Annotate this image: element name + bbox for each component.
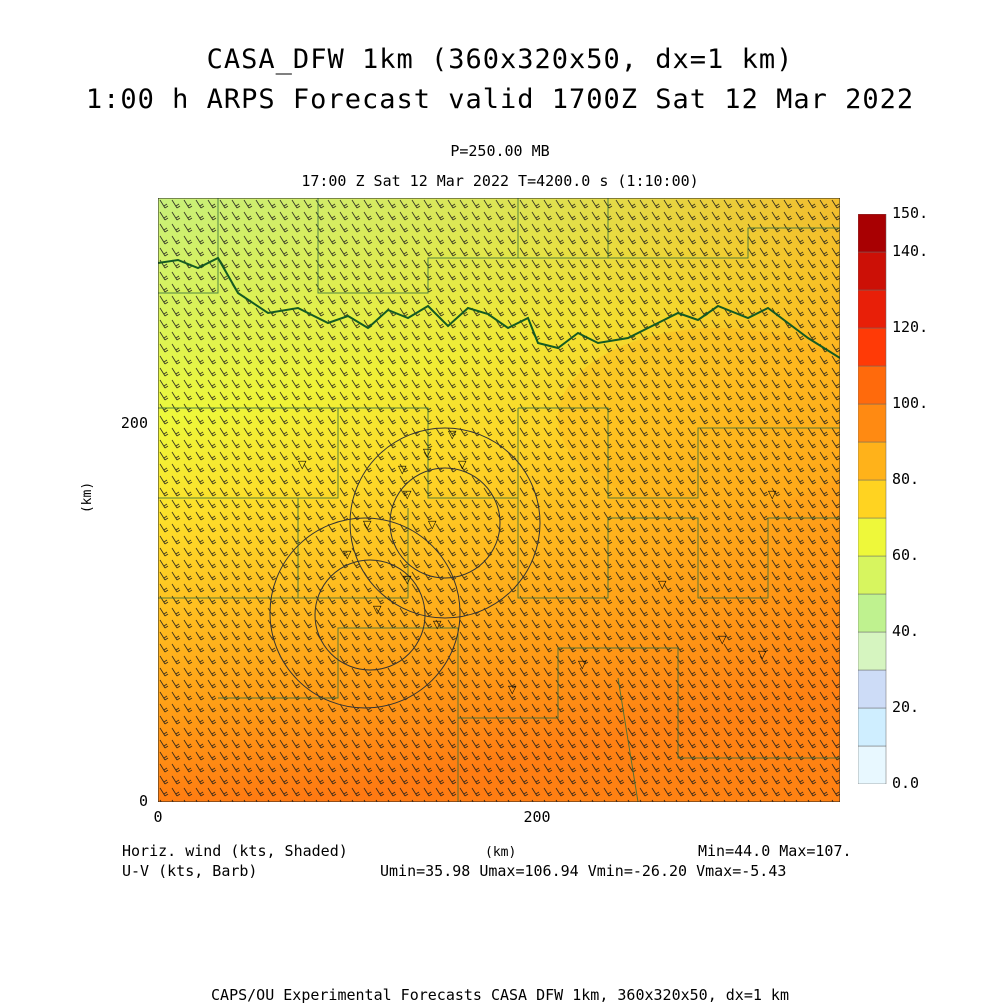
footer-min-max: Min=44.0 Max=107. xyxy=(698,842,852,860)
colorbar-box xyxy=(858,745,887,784)
state-boundary-red-river xyxy=(158,256,840,359)
svg-text:▽: ▽ xyxy=(658,578,667,591)
x-axis-label: (km) xyxy=(485,845,517,860)
svg-text:▽: ▽ xyxy=(298,458,307,471)
y-tick-0: 0 xyxy=(138,792,148,810)
y-axis-label: (km) xyxy=(80,481,96,514)
svg-text:▽: ▽ xyxy=(578,658,587,671)
colorbar-box xyxy=(858,403,887,443)
svg-text:▽: ▽ xyxy=(403,573,412,586)
wind-speed-map: ▽ ▽ ▽ ▽ ▽ ▽ ▽ ▽ ▽ ▽ ▽ ▽ ▽ ▽ ▽ ▽ ▽ ▽ xyxy=(158,198,840,802)
colorbar-box xyxy=(858,251,887,291)
footer-uv-range: Umin=35.98 Umax=106.94 Vmin=-26.20 Vmax=… xyxy=(380,862,787,880)
colorbar-box xyxy=(858,289,887,329)
footer-left-line2: U-V (kts, Barb) xyxy=(122,862,258,880)
svg-text:▽: ▽ xyxy=(768,488,777,501)
svg-text:▽: ▽ xyxy=(428,518,437,531)
svg-text:▽: ▽ xyxy=(343,548,352,561)
colorbar xyxy=(858,214,887,784)
colorbar-label: 140. xyxy=(892,242,929,260)
colorbar-box xyxy=(858,669,887,709)
svg-text:▽: ▽ xyxy=(423,446,432,459)
svg-text:▽: ▽ xyxy=(718,633,727,646)
radar-range-rings xyxy=(269,427,541,709)
wind-barbs xyxy=(158,198,840,802)
colorbar-box xyxy=(858,631,887,671)
svg-text:▽: ▽ xyxy=(433,618,442,631)
colorbar-box xyxy=(858,555,887,595)
county-boundaries xyxy=(158,198,840,802)
svg-text:▽: ▽ xyxy=(508,683,517,696)
x-tick-200: 200 xyxy=(523,808,551,826)
level-label: P=250.00 MB xyxy=(450,142,550,160)
colorbar-label: 20. xyxy=(892,698,920,716)
radar-site-markers: ▽ ▽ ▽ ▽ ▽ ▽ ▽ ▽ ▽ ▽ ▽ ▽ ▽ ▽ ▽ ▽ ▽ ▽ xyxy=(298,428,777,696)
colorbar-label: 80. xyxy=(892,470,920,488)
colorbar-label: 40. xyxy=(892,622,920,640)
colorbar-label: 150. xyxy=(892,204,929,222)
footer-credit: CAPS/OU Experimental Forecasts CASA DFW … xyxy=(211,986,789,1004)
svg-text:▽: ▽ xyxy=(448,428,457,441)
x-tick-0: 0 xyxy=(153,808,163,826)
title-line1: CASA_DFW 1km (360x320x50, dx=1 km) xyxy=(206,44,794,75)
colorbar-box xyxy=(858,593,887,633)
colorbar-box xyxy=(858,479,887,519)
svg-text:▽: ▽ xyxy=(398,463,407,476)
svg-text:▽: ▽ xyxy=(458,458,467,471)
y-tick-200: 200 xyxy=(120,414,148,432)
colorbar-box xyxy=(858,365,887,405)
colorbar-box xyxy=(858,441,887,481)
colorbar-box xyxy=(858,214,887,253)
colorbar-label: 120. xyxy=(892,318,929,336)
footer-left-line1: Horiz. wind (kts, Shaded) xyxy=(122,842,348,860)
svg-text:▽: ▽ xyxy=(373,603,382,616)
colorbar-box xyxy=(858,517,887,557)
colorbar-box xyxy=(858,327,887,367)
colorbar-box xyxy=(858,707,887,747)
colorbar-label: 0.0 xyxy=(892,774,920,792)
colorbar-label: 60. xyxy=(892,546,920,564)
title-line2: 1:00 h ARPS Forecast valid 1700Z Sat 12 … xyxy=(85,84,915,115)
svg-text:▽: ▽ xyxy=(363,518,372,531)
time-label: 17:00 Z Sat 12 Mar 2022 T=4200.0 s (1:10… xyxy=(301,172,699,190)
svg-text:▽: ▽ xyxy=(758,648,767,661)
svg-text:▽: ▽ xyxy=(403,488,412,501)
colorbar-label: 100. xyxy=(892,394,929,412)
